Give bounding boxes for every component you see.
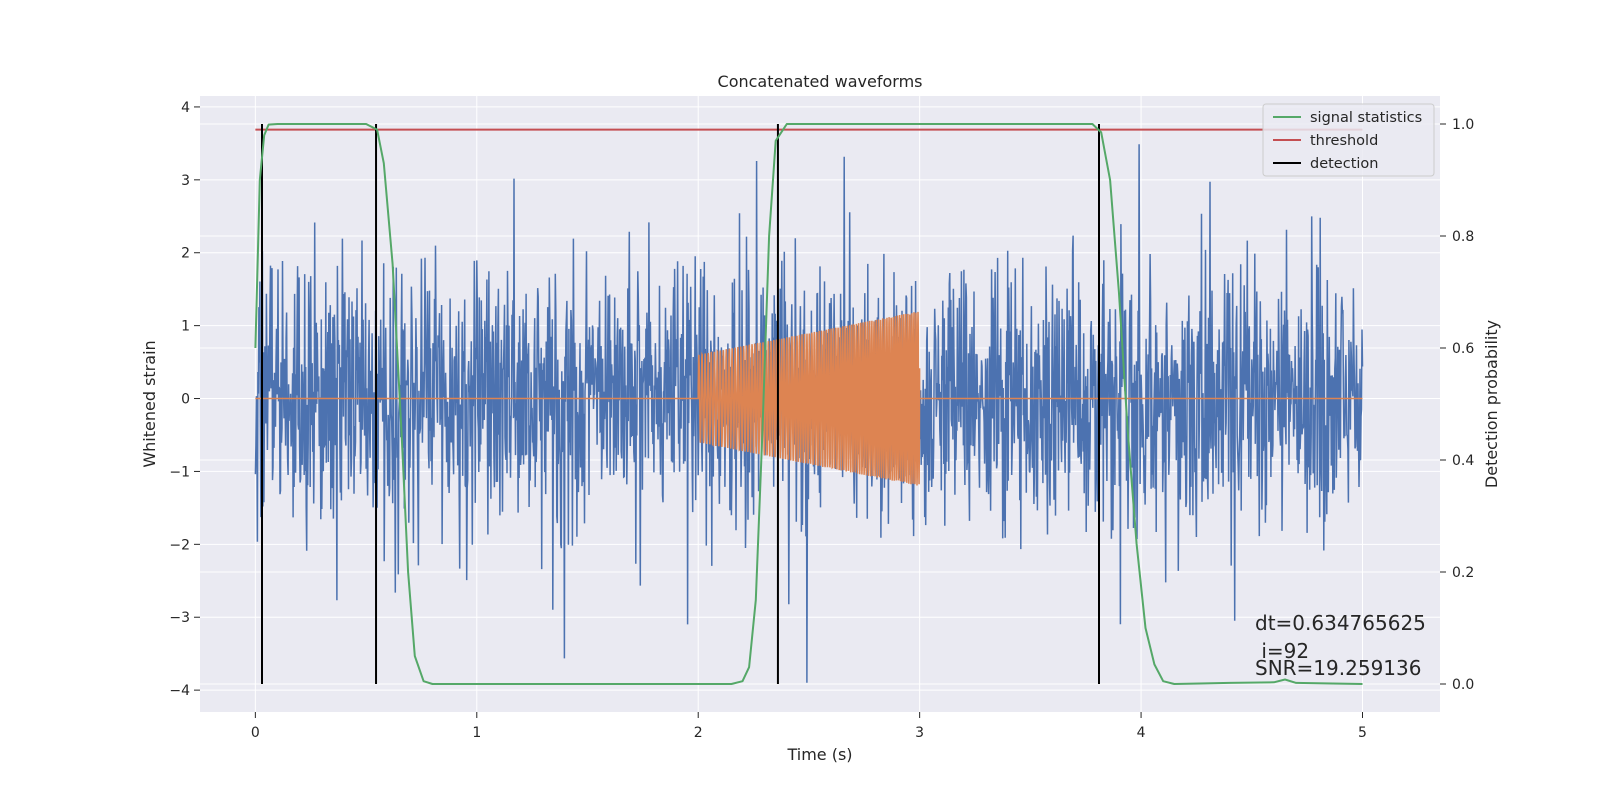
y-tick-label-6: 2 xyxy=(181,246,190,262)
x-tick-label-2: 2 xyxy=(694,725,703,741)
annotation-dt: dt=0.634765625 xyxy=(1255,611,1426,635)
y-axis-label: Whitened strain xyxy=(140,340,159,467)
y2-axis-ticks: 0.0 0.2 0.4 0.6 0.8 1.0 xyxy=(1440,117,1474,693)
chart-title: Concatenated waveforms xyxy=(718,72,923,91)
x-tick-label-0: 0 xyxy=(251,725,260,741)
y2-tick-label-2: 0.4 xyxy=(1452,453,1474,469)
y-tick-label-3: −1 xyxy=(169,464,190,480)
y-tick-label-5: 1 xyxy=(181,319,190,335)
x-tick-label-3: 3 xyxy=(915,725,924,741)
y-tick-label-8: 4 xyxy=(181,100,190,116)
x-axis-ticks: 0 1 2 3 4 5 xyxy=(251,712,1367,741)
x-tick-label-4: 4 xyxy=(1137,725,1146,741)
detection-series xyxy=(261,124,1100,684)
y-tick-label-0: −4 xyxy=(169,683,190,699)
legend-signal-statistics-label: signal statistics xyxy=(1310,110,1422,126)
y-tick-label-2: −2 xyxy=(169,537,190,553)
injection-series xyxy=(255,311,1363,486)
y2-tick-label-0: 0.0 xyxy=(1452,677,1474,693)
y-tick-label-7: 3 xyxy=(181,173,190,189)
y2-axis-label: Detection probability xyxy=(1482,320,1501,488)
legend-detection-label: detection xyxy=(1310,156,1378,172)
legend: signal statistics threshold detection xyxy=(1262,103,1435,177)
y2-tick-label-5: 1.0 xyxy=(1452,117,1474,133)
x-tick-label-5: 5 xyxy=(1358,725,1367,741)
legend-threshold-label: threshold xyxy=(1310,133,1378,149)
x-axis-label: Time (s) xyxy=(786,745,852,764)
signal-statistics-series xyxy=(254,123,1363,685)
legend-box xyxy=(1262,103,1435,177)
annotation-snr: SNR=19.259136 xyxy=(1255,656,1421,680)
y-axis-ticks: −4 −3 −2 −1 0 1 2 3 4 xyxy=(169,100,200,699)
y-tick-label-1: −3 xyxy=(169,610,190,626)
injection-line xyxy=(255,311,1363,486)
y2-tick-label-3: 0.6 xyxy=(1452,341,1474,357)
y2-tick-label-4: 0.8 xyxy=(1452,229,1474,245)
annotation-index: i=92 xyxy=(1255,639,1309,663)
x-tick-label-1: 1 xyxy=(472,725,481,741)
y2-tick-label-1: 0.2 xyxy=(1452,565,1474,581)
signal-statistics-line xyxy=(254,123,1363,685)
y-tick-label-4: 0 xyxy=(181,392,190,408)
